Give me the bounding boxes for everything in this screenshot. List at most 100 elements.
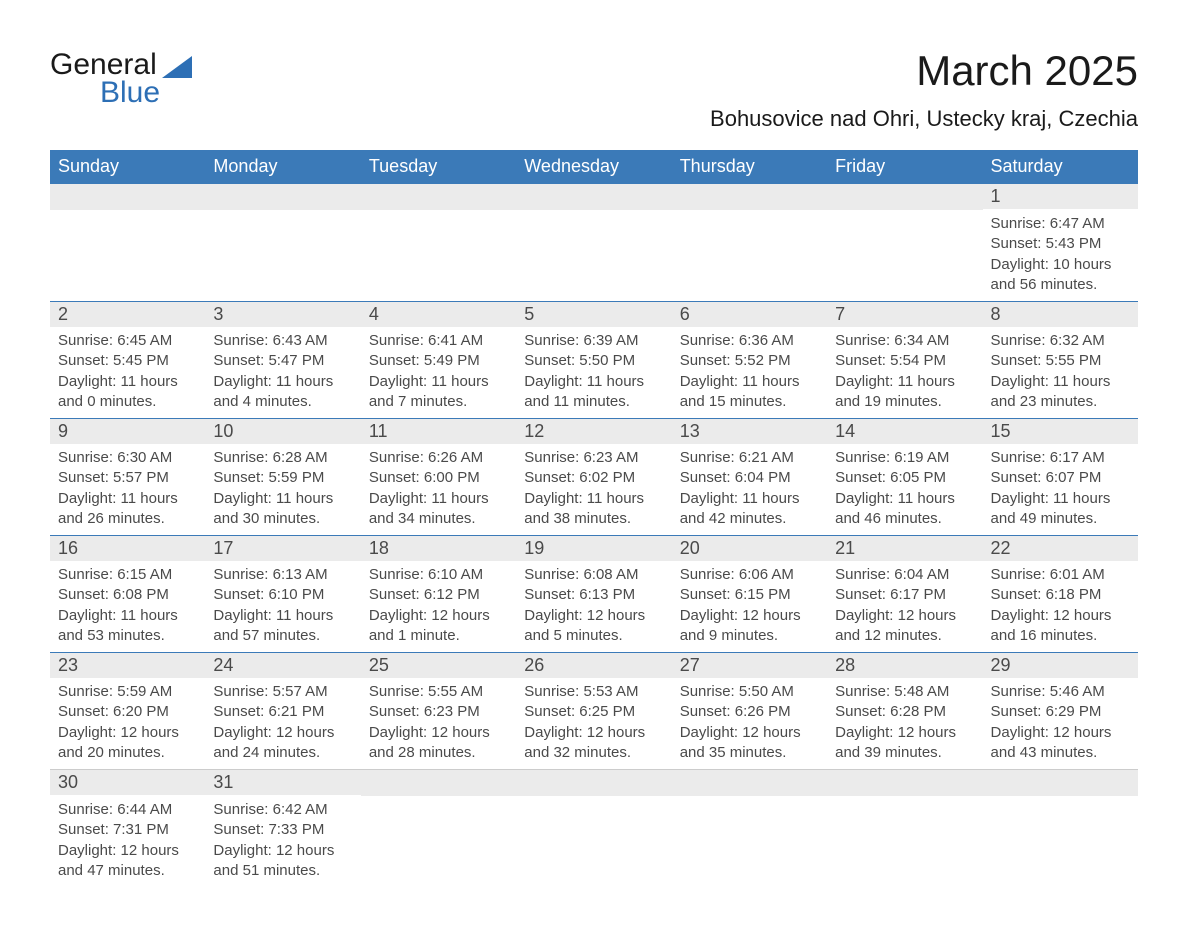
daylight-text: Daylight: 11 hours and 19 minutes. (835, 372, 974, 413)
day-content (516, 210, 671, 240)
sunset-text: Sunset: 6:07 PM (991, 468, 1130, 488)
sunrise-text: Sunrise: 6:41 AM (369, 331, 508, 351)
day-content: Sunrise: 6:21 AMSunset: 6:04 PMDaylight:… (672, 444, 827, 535)
weekday-header: Wednesday (516, 150, 671, 183)
daylight-text: Daylight: 12 hours and 9 minutes. (680, 606, 819, 647)
day-content (827, 796, 982, 826)
daylight-text: Daylight: 11 hours and 53 minutes. (58, 606, 197, 647)
week-number-row: 2345678 (50, 301, 1138, 327)
day-number: 28 (827, 652, 982, 678)
day-number (516, 769, 671, 796)
day-number: 24 (205, 652, 360, 678)
sunrise-text: Sunrise: 5:50 AM (680, 682, 819, 702)
empty-day-cell (361, 769, 516, 796)
day-cell: 30 (50, 769, 205, 796)
day-content-cell: Sunrise: 6:08 AMSunset: 6:13 PMDaylight:… (516, 561, 671, 652)
day-cell: 13 (672, 418, 827, 444)
day-content: Sunrise: 6:41 AMSunset: 5:49 PMDaylight:… (361, 327, 516, 418)
sunrise-text: Sunrise: 6:44 AM (58, 800, 197, 820)
daylight-text: Daylight: 11 hours and 23 minutes. (991, 372, 1130, 413)
day-content: Sunrise: 6:44 AMSunset: 7:31 PMDaylight:… (50, 796, 205, 887)
day-number: 4 (361, 301, 516, 327)
day-number: 20 (672, 535, 827, 561)
day-cell: 26 (516, 652, 671, 678)
sunset-text: Sunset: 6:15 PM (680, 585, 819, 605)
day-content: Sunrise: 5:59 AMSunset: 6:20 PMDaylight:… (50, 678, 205, 769)
daylight-text: Daylight: 11 hours and 4 minutes. (213, 372, 352, 413)
sunrise-text: Sunrise: 5:46 AM (991, 682, 1130, 702)
sunset-text: Sunset: 6:25 PM (524, 702, 663, 722)
daylight-text: Daylight: 11 hours and 0 minutes. (58, 372, 197, 413)
day-number: 3 (205, 301, 360, 327)
sunrise-text: Sunrise: 6:34 AM (835, 331, 974, 351)
day-content: Sunrise: 6:01 AMSunset: 6:18 PMDaylight:… (983, 561, 1138, 652)
day-number: 6 (672, 301, 827, 327)
sunset-text: Sunset: 6:20 PM (58, 702, 197, 722)
day-cell: 17 (205, 535, 360, 561)
day-content-cell: Sunrise: 6:44 AMSunset: 7:31 PMDaylight:… (50, 796, 205, 887)
day-number: 22 (983, 535, 1138, 561)
day-content-cell: Sunrise: 6:26 AMSunset: 6:00 PMDaylight:… (361, 444, 516, 535)
sunrise-text: Sunrise: 6:19 AM (835, 448, 974, 468)
day-number (361, 769, 516, 796)
day-cell: 20 (672, 535, 827, 561)
day-content (672, 796, 827, 826)
day-number: 13 (672, 418, 827, 444)
day-content: Sunrise: 6:43 AMSunset: 5:47 PMDaylight:… (205, 327, 360, 418)
empty-content-cell (50, 210, 205, 301)
sunrise-text: Sunrise: 6:47 AM (991, 214, 1130, 234)
day-cell: 3 (205, 301, 360, 327)
empty-day-cell (672, 183, 827, 210)
day-content: Sunrise: 6:10 AMSunset: 6:12 PMDaylight:… (361, 561, 516, 652)
day-content: Sunrise: 6:17 AMSunset: 6:07 PMDaylight:… (983, 444, 1138, 535)
day-cell: 28 (827, 652, 982, 678)
sunset-text: Sunset: 5:47 PM (213, 351, 352, 371)
daylight-text: Daylight: 12 hours and 20 minutes. (58, 723, 197, 764)
sunrise-text: Sunrise: 6:30 AM (58, 448, 197, 468)
empty-day-cell (983, 769, 1138, 796)
daylight-text: Daylight: 11 hours and 30 minutes. (213, 489, 352, 530)
sunset-text: Sunset: 7:33 PM (213, 820, 352, 840)
day-content-cell: Sunrise: 6:47 AMSunset: 5:43 PMDaylight:… (983, 210, 1138, 301)
day-number: 31 (205, 769, 360, 795)
day-number (361, 183, 516, 210)
day-cell: 21 (827, 535, 982, 561)
sunset-text: Sunset: 6:13 PM (524, 585, 663, 605)
day-number (827, 769, 982, 796)
sunrise-text: Sunrise: 6:45 AM (58, 331, 197, 351)
week-content-row: Sunrise: 5:59 AMSunset: 6:20 PMDaylight:… (50, 678, 1138, 769)
sunset-text: Sunset: 5:50 PM (524, 351, 663, 371)
day-content-cell: Sunrise: 6:13 AMSunset: 6:10 PMDaylight:… (205, 561, 360, 652)
day-cell: 4 (361, 301, 516, 327)
location-text: Bohusovice nad Ohri, Ustecky kraj, Czech… (710, 106, 1138, 132)
day-cell: 22 (983, 535, 1138, 561)
sunset-text: Sunset: 6:02 PM (524, 468, 663, 488)
sunrise-text: Sunrise: 6:06 AM (680, 565, 819, 585)
day-content-cell: Sunrise: 6:42 AMSunset: 7:33 PMDaylight:… (205, 796, 360, 887)
sunrise-text: Sunrise: 6:39 AM (524, 331, 663, 351)
day-number: 26 (516, 652, 671, 678)
sunrise-text: Sunrise: 6:43 AM (213, 331, 352, 351)
daylight-text: Daylight: 11 hours and 46 minutes. (835, 489, 974, 530)
sunrise-text: Sunrise: 5:57 AM (213, 682, 352, 702)
sunrise-text: Sunrise: 5:55 AM (369, 682, 508, 702)
day-content (827, 210, 982, 240)
sunrise-text: Sunrise: 6:01 AM (991, 565, 1130, 585)
empty-content-cell (205, 210, 360, 301)
day-content-cell: Sunrise: 6:28 AMSunset: 5:59 PMDaylight:… (205, 444, 360, 535)
week-content-row: Sunrise: 6:44 AMSunset: 7:31 PMDaylight:… (50, 796, 1138, 887)
day-cell: 8 (983, 301, 1138, 327)
empty-content-cell (827, 796, 982, 887)
empty-day-cell (827, 183, 982, 210)
daylight-text: Daylight: 12 hours and 1 minute. (369, 606, 508, 647)
empty-content-cell (516, 210, 671, 301)
day-content-cell: Sunrise: 6:39 AMSunset: 5:50 PMDaylight:… (516, 327, 671, 418)
day-number: 1 (983, 183, 1138, 209)
daylight-text: Daylight: 12 hours and 39 minutes. (835, 723, 974, 764)
day-content-cell: Sunrise: 6:30 AMSunset: 5:57 PMDaylight:… (50, 444, 205, 535)
empty-day-cell (50, 183, 205, 210)
day-number: 12 (516, 418, 671, 444)
daylight-text: Daylight: 11 hours and 57 minutes. (213, 606, 352, 647)
day-content-cell: Sunrise: 6:32 AMSunset: 5:55 PMDaylight:… (983, 327, 1138, 418)
day-content-cell: Sunrise: 6:34 AMSunset: 5:54 PMDaylight:… (827, 327, 982, 418)
